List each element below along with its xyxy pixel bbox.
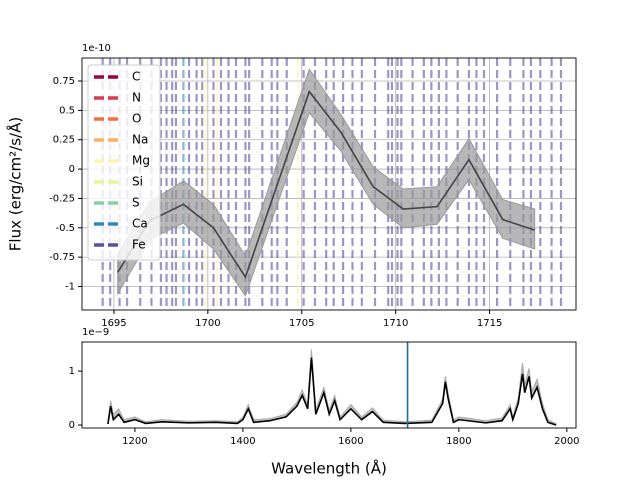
y-tick-label: -0.25 [49, 193, 75, 204]
offset-text: 1e−9 [82, 327, 109, 338]
x-tick-label: 1700 [195, 318, 220, 329]
y-tick-label: 0 [69, 164, 75, 175]
axes-frame [81, 57, 577, 311]
data-line [117, 89, 535, 279]
plot-area [82, 58, 576, 310]
legend-label: Si [132, 175, 143, 189]
legend-label: Fe [132, 238, 146, 252]
y-tick-label: -0.5 [55, 223, 75, 234]
y-tick-label: 0 [69, 420, 75, 431]
legend-label: S [132, 196, 140, 210]
y-tick-label: 0.25 [53, 135, 75, 146]
plot-area [107, 342, 557, 428]
x-tick-label: 1400 [230, 436, 255, 447]
legend-label: O [132, 112, 141, 126]
y-tick-label: -0.75 [49, 252, 75, 263]
uncertainty-band [107, 349, 557, 426]
legend-label: Na [132, 133, 148, 147]
x-tick-label: 1705 [289, 318, 314, 329]
x-tick-label: 1715 [477, 318, 502, 329]
legend-label: Ca [132, 217, 148, 231]
x-tick-label: 1600 [338, 436, 363, 447]
y-axis-label: Flux (erg/cm²/s/Å) [6, 117, 25, 251]
data-line [107, 357, 557, 426]
legend-box [87, 64, 161, 261]
x-tick-label: 1695 [101, 318, 126, 329]
x-tick-label: 2000 [554, 436, 579, 447]
y-tick-label: 0.5 [59, 105, 75, 116]
legend-label: N [132, 91, 141, 105]
y-tick-label: 1 [69, 366, 75, 377]
x-axis-label: Wavelength (Å) [271, 459, 387, 478]
x-tick-label: 1710 [383, 318, 408, 329]
axes-frame [81, 341, 577, 429]
legend-label: Mg [132, 154, 150, 168]
x-tick-label: 1800 [446, 436, 471, 447]
x-tick-label: 1200 [122, 436, 147, 447]
y-tick-label: 0.75 [53, 76, 75, 87]
legend-label: C [132, 70, 140, 84]
offset-text: 1e-10 [82, 43, 111, 54]
uncertainty-band [117, 68, 536, 298]
y-tick-label: -1 [65, 282, 75, 293]
